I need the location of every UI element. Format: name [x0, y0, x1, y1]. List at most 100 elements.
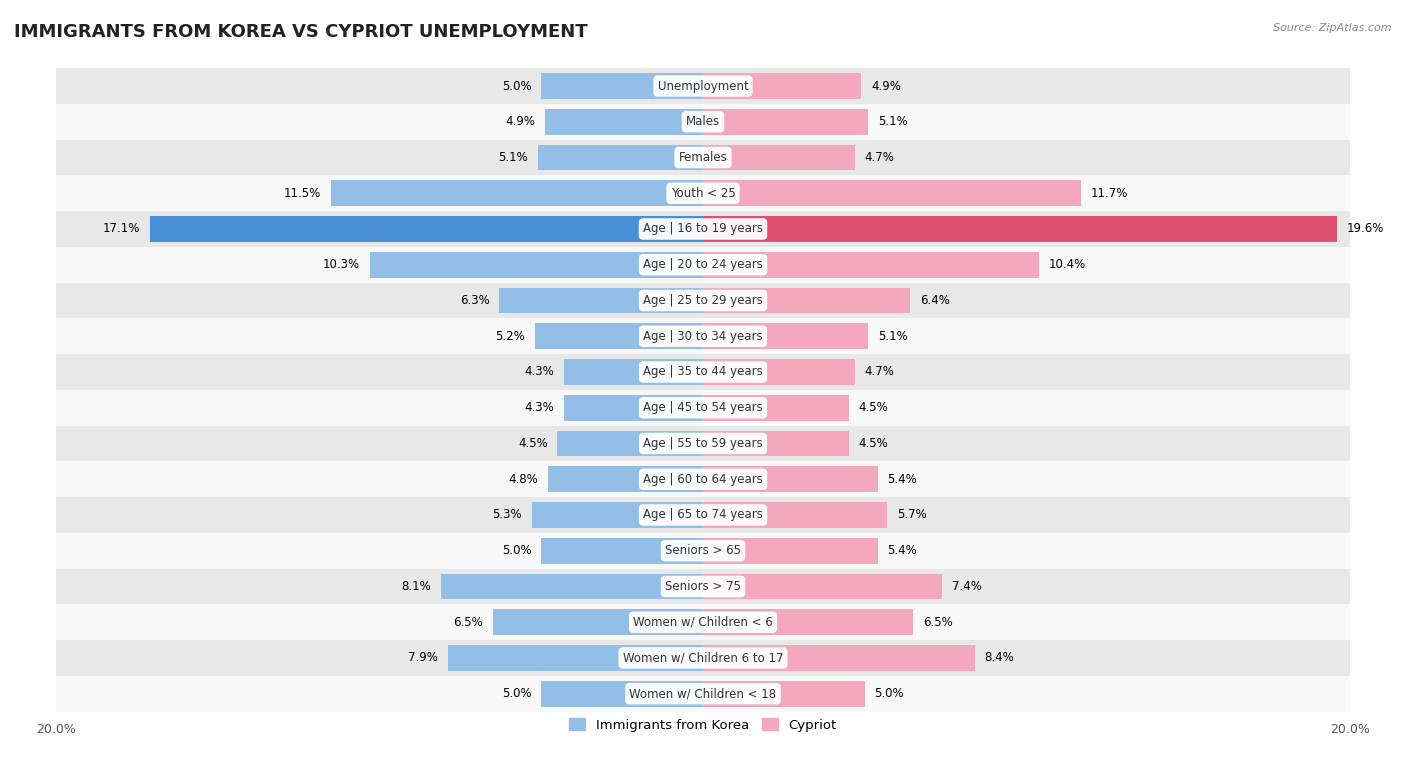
Text: 4.9%: 4.9% [872, 79, 901, 92]
Bar [703, 145, 855, 170]
Text: Youth < 25: Youth < 25 [671, 187, 735, 200]
Bar [56, 139, 1350, 176]
Bar [564, 359, 703, 385]
Bar [703, 73, 862, 99]
Bar [56, 176, 1350, 211]
Text: Males: Males [686, 115, 720, 128]
Text: 6.5%: 6.5% [922, 615, 953, 629]
Text: 4.5%: 4.5% [517, 437, 548, 450]
Bar [56, 211, 1350, 247]
Text: Women w/ Children 6 to 17: Women w/ Children 6 to 17 [623, 652, 783, 665]
Bar [564, 395, 703, 421]
Text: 5.0%: 5.0% [502, 687, 531, 700]
Bar [56, 68, 1350, 104]
Text: 5.1%: 5.1% [499, 151, 529, 164]
Text: 19.6%: 19.6% [1347, 223, 1384, 235]
Bar [544, 109, 703, 135]
Text: 4.5%: 4.5% [858, 401, 889, 414]
Text: 4.8%: 4.8% [509, 472, 538, 486]
Text: 5.0%: 5.0% [502, 79, 531, 92]
Text: 5.3%: 5.3% [492, 509, 522, 522]
Text: Unemployment: Unemployment [658, 79, 748, 92]
Bar [499, 288, 703, 313]
Bar [703, 359, 855, 385]
Text: 7.9%: 7.9% [408, 652, 437, 665]
Bar [703, 574, 942, 600]
Bar [56, 533, 1350, 569]
Text: 4.3%: 4.3% [524, 401, 554, 414]
Bar [56, 497, 1350, 533]
Text: 5.0%: 5.0% [502, 544, 531, 557]
Text: 11.7%: 11.7% [1091, 187, 1129, 200]
Bar [56, 461, 1350, 497]
Bar [541, 681, 703, 706]
Text: 10.3%: 10.3% [323, 258, 360, 271]
Bar [56, 390, 1350, 425]
Bar [703, 681, 865, 706]
Text: 4.7%: 4.7% [865, 366, 894, 378]
Text: Seniors > 75: Seniors > 75 [665, 580, 741, 593]
Text: Age | 55 to 59 years: Age | 55 to 59 years [643, 437, 763, 450]
Bar [56, 319, 1350, 354]
Bar [703, 217, 1337, 242]
Bar [150, 217, 703, 242]
Text: Seniors > 65: Seniors > 65 [665, 544, 741, 557]
Bar [447, 645, 703, 671]
Bar [56, 425, 1350, 461]
Text: 8.1%: 8.1% [402, 580, 432, 593]
Text: Age | 45 to 54 years: Age | 45 to 54 years [643, 401, 763, 414]
Bar [538, 145, 703, 170]
Text: Age | 30 to 34 years: Age | 30 to 34 years [643, 330, 763, 343]
Text: Age | 16 to 19 years: Age | 16 to 19 years [643, 223, 763, 235]
Bar [703, 109, 868, 135]
Text: 8.4%: 8.4% [984, 652, 1014, 665]
Text: Age | 35 to 44 years: Age | 35 to 44 years [643, 366, 763, 378]
Text: 5.4%: 5.4% [887, 472, 917, 486]
Text: 11.5%: 11.5% [284, 187, 322, 200]
Text: 5.2%: 5.2% [495, 330, 526, 343]
Text: Source: ZipAtlas.com: Source: ZipAtlas.com [1274, 23, 1392, 33]
Text: 5.4%: 5.4% [887, 544, 917, 557]
Bar [548, 466, 703, 492]
Bar [703, 502, 887, 528]
Text: 6.5%: 6.5% [453, 615, 484, 629]
Text: 5.0%: 5.0% [875, 687, 904, 700]
Bar [703, 395, 849, 421]
Text: 4.3%: 4.3% [524, 366, 554, 378]
Text: 4.7%: 4.7% [865, 151, 894, 164]
Bar [441, 574, 703, 600]
Text: Women w/ Children < 18: Women w/ Children < 18 [630, 687, 776, 700]
Bar [703, 180, 1081, 206]
Text: 10.4%: 10.4% [1049, 258, 1087, 271]
Text: 4.5%: 4.5% [858, 437, 889, 450]
Bar [56, 354, 1350, 390]
Bar [494, 609, 703, 635]
Bar [56, 247, 1350, 282]
Text: Age | 20 to 24 years: Age | 20 to 24 years [643, 258, 763, 271]
Text: 17.1%: 17.1% [103, 223, 141, 235]
Text: Age | 25 to 29 years: Age | 25 to 29 years [643, 294, 763, 307]
Bar [558, 431, 703, 456]
Text: 7.4%: 7.4% [952, 580, 981, 593]
Text: 4.9%: 4.9% [505, 115, 534, 128]
Text: 6.3%: 6.3% [460, 294, 489, 307]
Bar [56, 282, 1350, 319]
Bar [531, 502, 703, 528]
Bar [56, 104, 1350, 139]
Bar [703, 431, 849, 456]
Text: 5.1%: 5.1% [877, 330, 907, 343]
Bar [703, 609, 914, 635]
Bar [56, 604, 1350, 640]
Legend: Immigrants from Korea, Cypriot: Immigrants from Korea, Cypriot [564, 713, 842, 737]
Bar [703, 288, 910, 313]
Bar [703, 252, 1039, 278]
Text: 5.1%: 5.1% [877, 115, 907, 128]
Bar [703, 466, 877, 492]
Bar [56, 640, 1350, 676]
Text: 6.4%: 6.4% [920, 294, 949, 307]
Bar [56, 569, 1350, 604]
Bar [534, 323, 703, 349]
Bar [703, 323, 868, 349]
Bar [370, 252, 703, 278]
Text: Women w/ Children < 6: Women w/ Children < 6 [633, 615, 773, 629]
